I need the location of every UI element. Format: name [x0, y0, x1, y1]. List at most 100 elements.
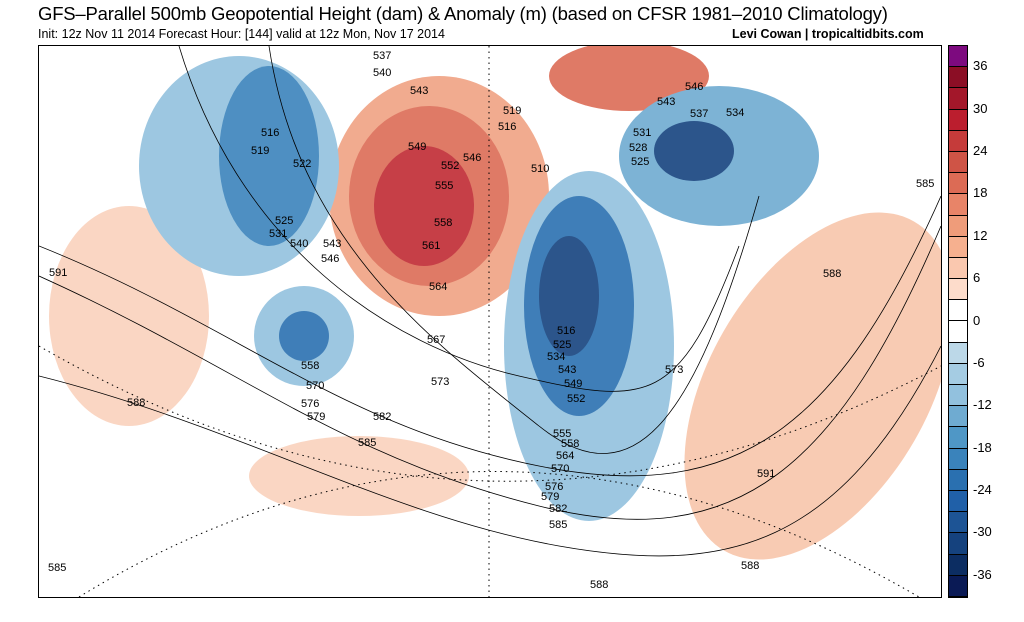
contour-label: 570	[551, 463, 570, 475]
contour-label: 525	[553, 339, 572, 351]
colorbar-tick-label: 12	[973, 227, 988, 243]
colorbar-segment	[949, 321, 967, 343]
contour-label: 558	[561, 438, 580, 450]
colorbar-tick-label: -12	[973, 397, 992, 413]
contour-label: 591	[49, 267, 68, 279]
colorbar-tick-label: 0	[973, 312, 981, 328]
chart-title: GFS–Parallel 500mb Geopotential Height (…	[38, 3, 888, 24]
contour-label: 573	[665, 364, 684, 376]
anomaly-colorbar	[948, 45, 968, 598]
contour-label: 561	[422, 240, 441, 252]
contour-label: 534	[547, 351, 566, 363]
colorbar-segment	[949, 575, 967, 597]
colorbar-segment	[949, 427, 967, 449]
contour-label: 576	[545, 481, 564, 493]
contour-label: 558	[301, 360, 320, 372]
colorbar-segment	[949, 236, 967, 258]
contour-label: 591	[757, 468, 776, 480]
colorbar-tick-label: -6	[973, 354, 985, 370]
contour-label: 573	[431, 376, 450, 388]
colorbar-segment	[949, 554, 967, 576]
colorbar-tick-label: -24	[973, 482, 992, 498]
contour-label: 516	[498, 121, 517, 133]
colorbar-tick-label: -18	[973, 439, 992, 455]
contour-label: 579	[307, 411, 326, 423]
contour-label: 570	[306, 380, 325, 392]
colorbar-segment	[949, 173, 967, 195]
colorbar-tick-label: 36	[973, 58, 988, 74]
colorbar-segment	[949, 279, 967, 301]
contour-label: 555	[553, 428, 572, 440]
contour-label: 549	[564, 378, 583, 390]
colorbar-segment	[949, 130, 967, 152]
contour-label: 585	[549, 519, 568, 531]
colorbar-tick-label: 30	[973, 100, 988, 116]
positive-anomaly-greenland	[549, 46, 709, 111]
colorbar-segment	[949, 448, 967, 470]
positive-anomaly-subtropical	[249, 436, 469, 516]
contour-label: 588	[823, 268, 842, 280]
colorbar-segment	[949, 363, 967, 386]
contour-label: 537	[690, 108, 709, 120]
contour-label: 540	[290, 238, 309, 250]
colorbar-tick-label: 18	[973, 185, 988, 201]
contour-label: 525	[631, 156, 650, 168]
height-contours	[39, 46, 941, 557]
colorbar-segment	[949, 491, 967, 513]
contour-label: 549	[408, 141, 427, 153]
contour-label: 519	[503, 105, 522, 117]
colorbar-segment	[949, 300, 967, 322]
anomaly-fields	[39, 46, 941, 597]
colorbar-segment	[949, 257, 967, 280]
contour-label: 579	[541, 491, 560, 503]
positive-anomaly-pacific	[49, 206, 209, 426]
colorbar-segment	[949, 88, 967, 110]
contour-label: 546	[463, 152, 482, 164]
positive-anomaly-atlantic	[684, 212, 941, 560]
contour-label: 531	[633, 127, 652, 139]
colorbar-segment	[949, 533, 967, 555]
contour-label: 543	[410, 85, 429, 97]
colorbar-segment	[949, 406, 967, 428]
colorbar-segment	[949, 194, 967, 216]
contour-label: 552	[567, 393, 586, 405]
colorbar-segment	[949, 512, 967, 534]
contour-label: 540	[373, 67, 392, 79]
colorbar-segment	[949, 215, 967, 237]
contour-label: 543	[558, 364, 577, 376]
contour-label: 576	[301, 398, 320, 410]
contour-label: 516	[261, 127, 280, 139]
anomaly-map: 537 540 543 516 519 522 549 546 552 555 …	[38, 45, 942, 598]
contour-label: 510	[531, 163, 550, 175]
contour-label: 585	[358, 437, 377, 449]
contour-label: 546	[685, 81, 704, 93]
contour-label: 558	[434, 217, 453, 229]
colorbar-segment	[949, 46, 967, 68]
colorbar-segment	[949, 469, 967, 492]
contour-label: 519	[251, 145, 270, 157]
colorbar-segment	[949, 151, 967, 174]
contour-label: 582	[549, 503, 568, 515]
contour-label: 537	[373, 50, 392, 62]
contour-label: 552	[441, 160, 460, 172]
contour-label: 534	[726, 107, 745, 119]
contour-label: 588	[590, 579, 609, 591]
contour-label: 555	[435, 180, 454, 192]
contour-label: 588	[741, 560, 760, 572]
contour-label: 585	[48, 562, 67, 574]
contour-label: 543	[323, 238, 342, 250]
contour-label: 528	[629, 142, 648, 154]
colorbar-tick-label: 24	[973, 142, 988, 158]
colorbar-segment	[949, 109, 967, 131]
contour-label: 525	[275, 215, 294, 227]
contour-label: 516	[557, 325, 576, 337]
contour-label: 522	[293, 158, 312, 170]
contour-label: 582	[373, 411, 392, 423]
contour-label: 585	[916, 178, 935, 190]
author-credit: Levi Cowan | tropicaltidbits.com	[732, 27, 924, 41]
contour-label: 567	[427, 334, 446, 346]
latitude-longitude-grid	[39, 46, 941, 597]
contour-label: 543	[657, 96, 676, 108]
colorbar-tick-label: 6	[973, 270, 981, 286]
colorbar-segment	[949, 385, 967, 407]
